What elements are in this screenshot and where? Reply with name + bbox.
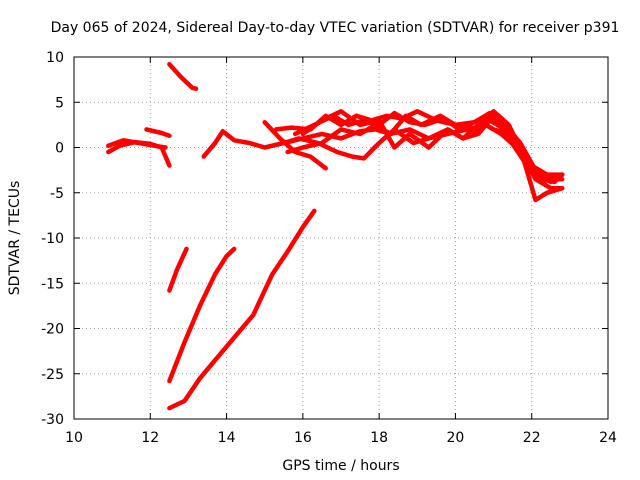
y-tick-label: -15 bbox=[41, 276, 64, 292]
y-tick-label: -25 bbox=[41, 367, 64, 383]
x-tick-label: 20 bbox=[447, 430, 465, 446]
x-tick-label: 12 bbox=[141, 430, 159, 446]
y-tick-label: -30 bbox=[41, 412, 64, 428]
y-tick-label: -10 bbox=[41, 231, 64, 247]
chart-title: Day 065 of 2024, Sidereal Day-to-day VTE… bbox=[51, 20, 620, 36]
series-line-s14 bbox=[300, 109, 565, 185]
x-tick-label: 18 bbox=[370, 430, 388, 446]
ticks: 10 12 14 16 18 20 22 24 -30 -25 -20 -15 -10 -5 0 5 10 bbox=[41, 50, 617, 446]
series-line-s7 bbox=[167, 208, 317, 411]
x-tick-label: 14 bbox=[218, 430, 236, 446]
x-tick-label: 24 bbox=[599, 430, 617, 446]
x-tick-label: 10 bbox=[65, 430, 83, 446]
series-line-s4 bbox=[167, 61, 199, 91]
y-axis-label: SDTVAR / TECUs bbox=[7, 181, 23, 296]
y-tick-label: 10 bbox=[46, 50, 64, 66]
series-line-s2 bbox=[106, 138, 168, 150]
y-tick-label: -5 bbox=[50, 186, 64, 202]
y-tick-label: 0 bbox=[55, 141, 64, 157]
series-line-s5 bbox=[167, 246, 189, 293]
y-tick-label: -20 bbox=[41, 322, 64, 338]
series-line-s3 bbox=[144, 127, 172, 138]
series-line-s6 bbox=[167, 246, 237, 384]
series-group bbox=[106, 61, 565, 411]
x-axis-label: GPS time / hours bbox=[282, 458, 399, 474]
x-tick-label: 16 bbox=[294, 430, 312, 446]
series-line-s10 bbox=[273, 109, 565, 185]
series-line-s13 bbox=[281, 113, 565, 203]
y-tick-label: 5 bbox=[55, 95, 64, 111]
x-tick-label: 22 bbox=[523, 430, 541, 446]
